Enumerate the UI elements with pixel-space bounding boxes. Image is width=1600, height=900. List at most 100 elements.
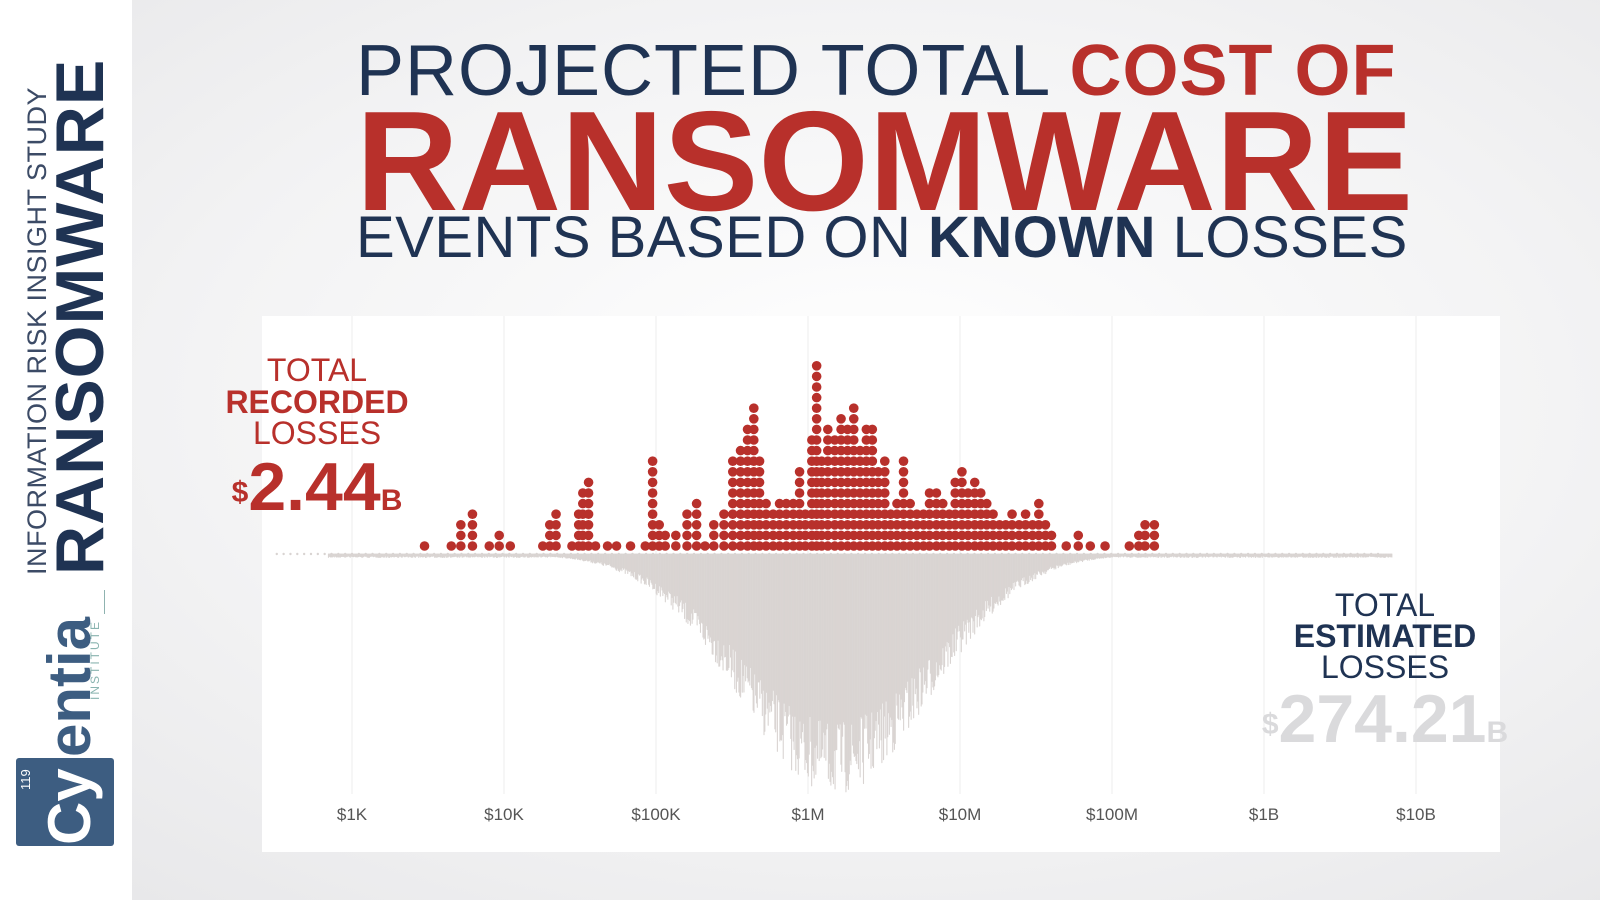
recorded-dot xyxy=(749,424,759,435)
recorded-dot xyxy=(794,488,805,498)
recorded-dot xyxy=(735,509,746,519)
recorded-dot xyxy=(823,467,833,477)
estimated-tail-dot xyxy=(1130,552,1133,556)
estimated-tail-dot xyxy=(494,552,497,556)
estimated-tail-dot xyxy=(1205,552,1209,556)
recorded-dot xyxy=(719,530,729,541)
recorded-dot xyxy=(1149,541,1160,551)
recorded-dot xyxy=(879,498,890,509)
recorded-dot xyxy=(708,530,719,541)
recorded-dot xyxy=(484,541,495,551)
estimated-tail-dot xyxy=(419,552,422,556)
estimated-tail-dot xyxy=(877,552,880,556)
estimated-tail-dot xyxy=(289,552,292,556)
estimated-tail-dot xyxy=(727,552,730,556)
estimated-tail-dot xyxy=(740,552,744,556)
estimated-tail-dot xyxy=(556,552,559,556)
recorded-dot xyxy=(538,541,548,551)
recorded-dot xyxy=(735,477,746,488)
estimated-tail-dot xyxy=(432,552,436,556)
recorded-dot xyxy=(794,467,805,477)
estimated-tail-dot xyxy=(439,552,443,556)
recorded-dot xyxy=(727,509,738,519)
estimated-tail-dot xyxy=(549,552,552,556)
recorded-dot xyxy=(811,424,822,435)
estimated-label-1: TOTAL xyxy=(1334,587,1436,623)
recorded-dot xyxy=(754,467,765,477)
estimated-tail-dot xyxy=(296,552,299,556)
recorded-dot xyxy=(781,520,792,530)
estimated-tail-dot xyxy=(316,552,320,556)
estimated-tail-dot xyxy=(747,552,750,556)
estimated-tail-dot xyxy=(1055,552,1058,556)
recorded-dot xyxy=(1034,530,1044,541)
recorded-dot xyxy=(647,456,658,466)
recorded-dot xyxy=(898,509,909,519)
estimated-tail-dot xyxy=(1062,552,1065,556)
recorded-dot xyxy=(950,541,961,551)
estimated-tail-dot xyxy=(542,552,545,556)
recorded-dot xyxy=(811,361,822,371)
recorded-dot xyxy=(761,530,771,541)
recorded-dot xyxy=(1140,541,1150,551)
recorded-dot xyxy=(774,530,785,541)
estimated-tail-dot xyxy=(521,552,525,556)
estimated-tail-dot xyxy=(754,552,757,556)
recorded-dot xyxy=(647,498,658,509)
logo-word-upper: entia xyxy=(36,616,103,757)
x-tick-label: $100M xyxy=(1086,805,1138,824)
estimated-tail-dot xyxy=(699,552,703,556)
estimated-tail-dot xyxy=(788,552,791,556)
recorded-dot xyxy=(924,488,935,498)
x-tick-label: $10K xyxy=(484,805,524,824)
recorded-dot xyxy=(467,541,478,551)
estimated-tail-dot xyxy=(672,552,675,556)
recorded-dot xyxy=(456,520,466,530)
x-tick-label: $1B xyxy=(1249,805,1279,824)
recorded-dot xyxy=(1034,541,1044,551)
estimated-tail-dot xyxy=(282,552,285,556)
recorded-dot xyxy=(957,467,967,477)
estimated-tail-dot xyxy=(1212,552,1216,556)
estimated-tail-dot xyxy=(514,552,518,556)
recorded-dot xyxy=(905,498,915,509)
recorded-dot xyxy=(735,488,746,498)
recorded-dot xyxy=(823,498,833,509)
estimated-label-3: LOSSES xyxy=(1320,649,1450,685)
estimated-tail-dot xyxy=(330,552,333,556)
recorded-dot xyxy=(1140,530,1150,541)
estimated-tail-dot xyxy=(1185,552,1188,556)
estimated-tail-dot xyxy=(487,552,491,556)
estimated-tail-dot xyxy=(1014,552,1017,556)
estimated-tail-dot xyxy=(597,552,600,556)
recorded-dot xyxy=(879,456,890,466)
recorded-dot xyxy=(963,520,973,530)
recorded-dot xyxy=(735,456,746,466)
recorded-dot xyxy=(727,467,738,477)
recorded-dot xyxy=(781,530,792,541)
estimated-tail-dot xyxy=(343,552,347,556)
estimated-tail-dot xyxy=(1226,552,1229,556)
estimated-tail-dot xyxy=(480,552,484,556)
recorded-dot xyxy=(660,541,671,551)
estimated-tail-dot xyxy=(378,552,381,556)
estimated-tail-dot xyxy=(610,552,614,556)
estimated-tail-dot xyxy=(1103,552,1106,556)
recorded-dot xyxy=(708,520,719,530)
recorded-dot xyxy=(937,498,948,509)
recorded-dot xyxy=(963,530,973,541)
estimated-tail-dot xyxy=(918,552,921,556)
recorded-dot xyxy=(794,498,805,509)
estimated-distribution xyxy=(275,552,1393,793)
recorded-dot xyxy=(735,498,746,509)
recorded-dot xyxy=(1020,509,1031,519)
estimated-tail-dot xyxy=(631,552,634,556)
recorded-dot xyxy=(811,414,822,424)
estimated-tail-dot xyxy=(1151,552,1154,556)
logo-box xyxy=(16,758,114,846)
recorded-dot xyxy=(1020,520,1031,530)
recorded-dot xyxy=(749,435,759,445)
recorded-dot xyxy=(708,541,719,551)
recorded-dot xyxy=(640,541,651,551)
estimated-tail-dot xyxy=(1363,552,1366,556)
